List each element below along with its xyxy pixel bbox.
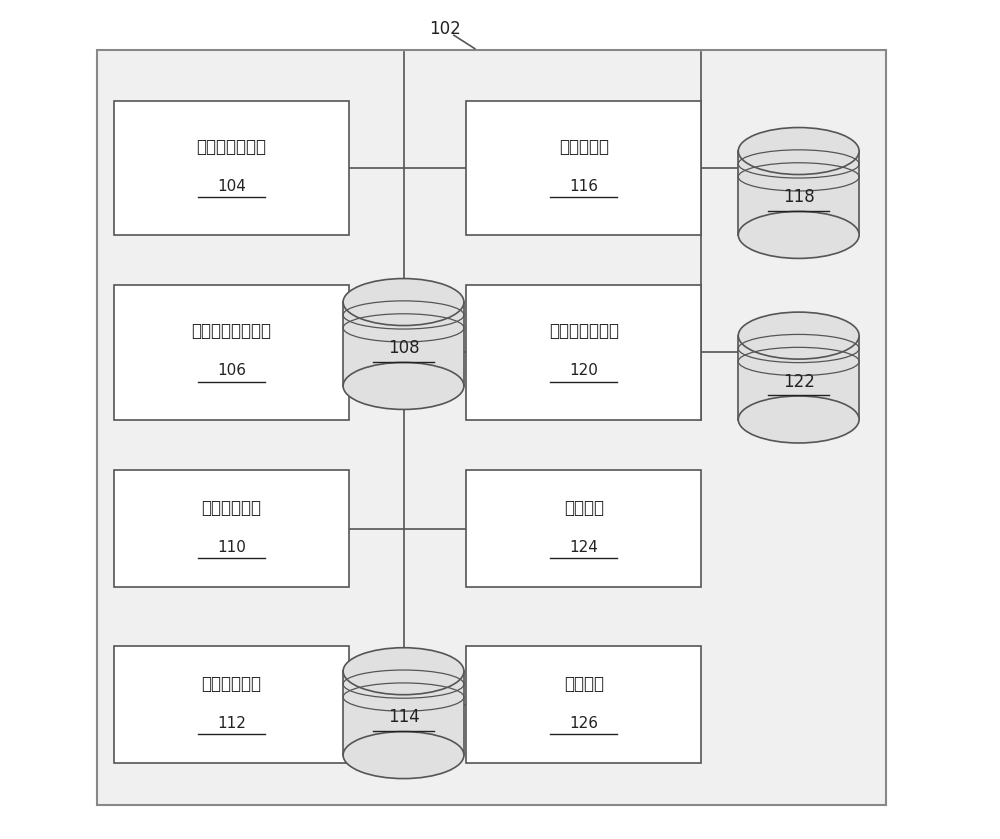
Text: 118: 118 bbox=[783, 188, 815, 206]
Text: 110: 110 bbox=[217, 539, 246, 555]
Bar bbox=[343, 302, 464, 386]
Text: 106: 106 bbox=[217, 363, 246, 378]
Text: 原因因素加权引擎: 原因因素加权引擎 bbox=[192, 322, 272, 341]
Text: 缩放因子引擎: 缩放因子引擎 bbox=[202, 675, 262, 693]
Ellipse shape bbox=[738, 211, 859, 258]
Text: 回归引擎: 回归引擎 bbox=[564, 498, 604, 517]
Ellipse shape bbox=[343, 732, 464, 779]
Bar bbox=[466, 101, 701, 235]
Ellipse shape bbox=[738, 128, 859, 175]
Bar bbox=[114, 646, 349, 763]
Ellipse shape bbox=[343, 362, 464, 409]
Bar bbox=[343, 671, 464, 755]
Text: 108: 108 bbox=[388, 339, 419, 357]
Text: 104: 104 bbox=[217, 179, 246, 194]
Bar bbox=[738, 151, 859, 235]
Text: 122: 122 bbox=[783, 373, 815, 391]
Text: 系数管理器: 系数管理器 bbox=[559, 138, 609, 156]
Bar bbox=[114, 470, 349, 587]
Bar bbox=[466, 285, 701, 420]
Bar bbox=[114, 285, 349, 420]
Text: 原因因素管理器: 原因因素管理器 bbox=[197, 138, 267, 156]
Text: 120: 120 bbox=[569, 363, 598, 378]
Text: 函数建立引擎: 函数建立引擎 bbox=[202, 498, 262, 517]
Text: 优势因子管理器: 优势因子管理器 bbox=[549, 322, 619, 341]
Text: 102: 102 bbox=[430, 20, 461, 39]
Ellipse shape bbox=[738, 312, 859, 359]
Bar bbox=[738, 336, 859, 420]
Text: 116: 116 bbox=[569, 179, 598, 194]
Ellipse shape bbox=[343, 279, 464, 326]
Bar bbox=[466, 470, 701, 587]
Bar bbox=[114, 101, 349, 235]
Ellipse shape bbox=[343, 648, 464, 695]
Text: 124: 124 bbox=[569, 539, 598, 555]
Text: 112: 112 bbox=[217, 716, 246, 731]
Ellipse shape bbox=[738, 396, 859, 443]
Bar bbox=[466, 646, 701, 763]
Text: 126: 126 bbox=[569, 716, 598, 731]
Text: 比较引擎: 比较引擎 bbox=[564, 675, 604, 693]
Text: 114: 114 bbox=[388, 708, 419, 727]
